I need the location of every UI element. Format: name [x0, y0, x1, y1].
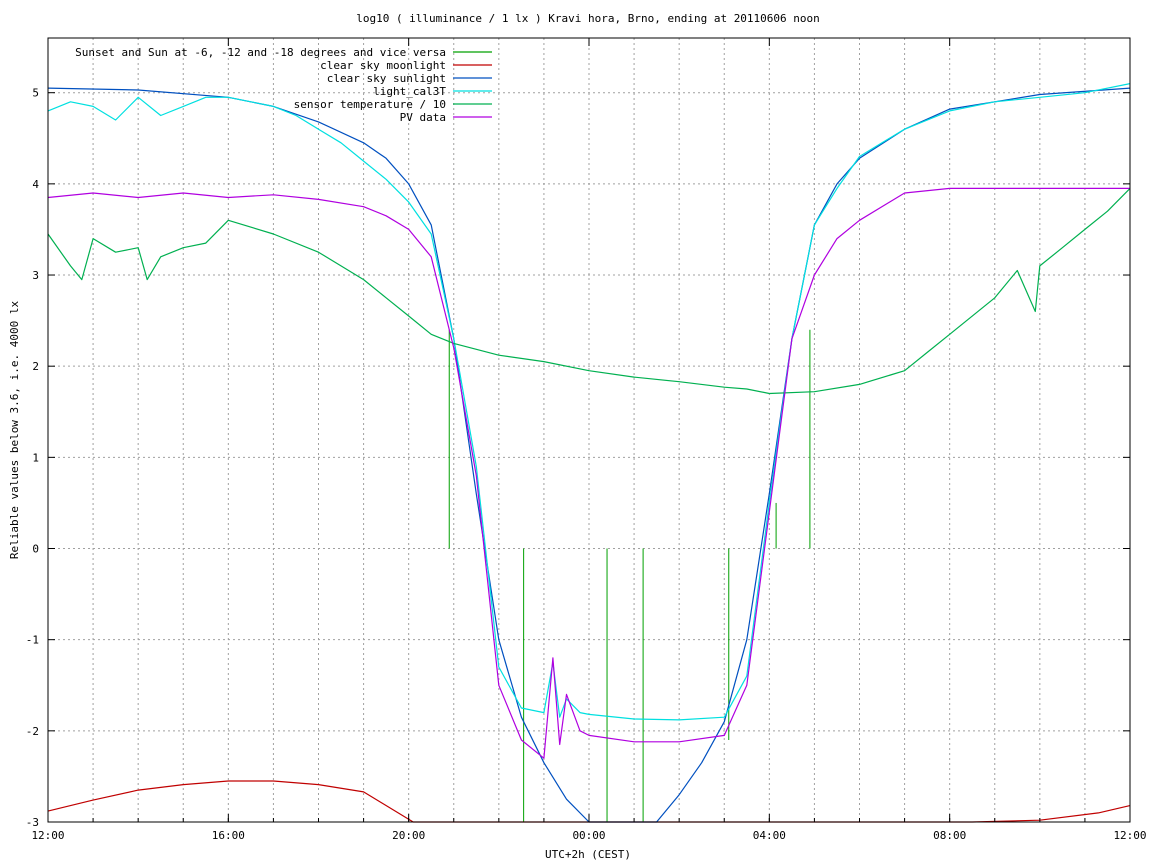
- series-5: [47, 187, 1130, 759]
- x-tick-label: 16:00: [212, 829, 245, 842]
- series-line: [47, 187, 1130, 759]
- y-axis-label: Reliable values below 3.6, i.e. 4000 lx: [8, 300, 21, 559]
- legend-label: clear sky moonlight: [320, 59, 446, 72]
- y-tick-label: 5: [32, 87, 39, 100]
- legend-label: clear sky sunlight: [327, 72, 446, 85]
- chart-title: log10 ( illuminance / 1 lx ) Kravi hora,…: [356, 12, 820, 25]
- series-line: [47, 187, 1131, 395]
- x-tick-label: 20:00: [392, 829, 425, 842]
- x-tick-label: 04:00: [753, 829, 786, 842]
- series-3: [47, 83, 1131, 721]
- legend: Sunset and Sun at -6, -12 and -18 degree…: [75, 46, 492, 124]
- x-axis-label: UTC+2h (CEST): [545, 848, 631, 861]
- y-tick-label: 0: [32, 543, 39, 556]
- legend-label: Sunset and Sun at -6, -12 and -18 degree…: [75, 46, 446, 59]
- y-tick-label: -3: [26, 816, 39, 829]
- x-tick-label: 00:00: [572, 829, 605, 842]
- legend-label: sensor temperature / 10: [294, 98, 446, 111]
- legend-label: PV data: [400, 111, 446, 124]
- y-tick-label: 4: [32, 178, 39, 191]
- y-tick-label: 2: [32, 360, 39, 373]
- y-tick-label: 1: [32, 451, 39, 464]
- y-tick-label: -2: [26, 725, 39, 738]
- grid-layer: [48, 38, 1130, 822]
- y-tick-label: -1: [26, 634, 39, 647]
- x-tick-label: 12:00: [31, 829, 64, 842]
- series-line: [47, 83, 1131, 721]
- series-layer: [47, 83, 1131, 823]
- x-tick-label: 08:00: [933, 829, 966, 842]
- series-0: [448, 329, 811, 822]
- series-4: [47, 187, 1131, 395]
- y-tick-label: 3: [32, 269, 39, 282]
- legend-label: light_cal3T: [373, 85, 446, 98]
- x-tick-label: 12:00: [1113, 829, 1146, 842]
